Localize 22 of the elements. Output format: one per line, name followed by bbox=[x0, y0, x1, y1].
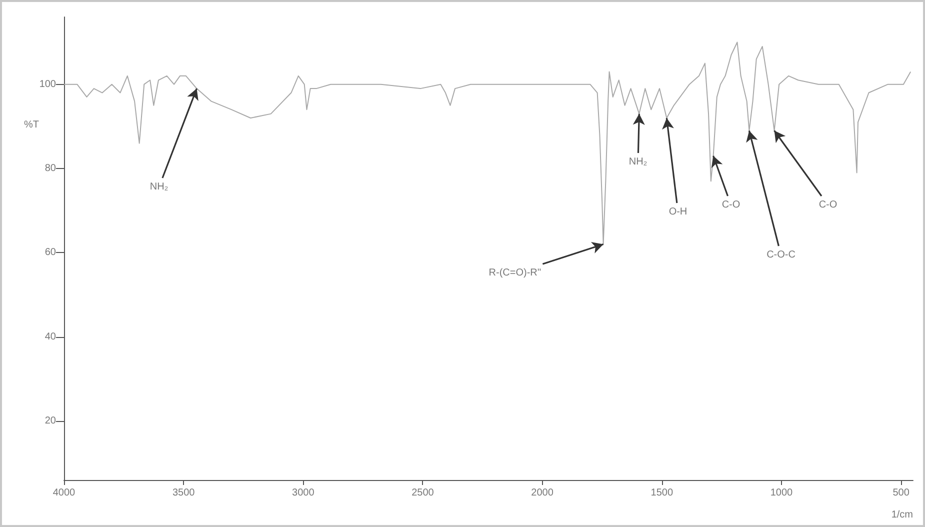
x-tick-label: 500 bbox=[892, 488, 910, 498]
annotation: R-(C=O)-R'' bbox=[488, 268, 542, 278]
x-tick-label: 1000 bbox=[770, 488, 794, 498]
y-tick-label: 40 bbox=[44, 331, 56, 342]
y-tick-label: 100 bbox=[39, 78, 56, 90]
x-tick-label: 1500 bbox=[650, 488, 674, 498]
x-axis-title: 1/cm bbox=[891, 510, 913, 520]
y-tick-label: 20 bbox=[44, 416, 56, 427]
y-tick-label: 60 bbox=[44, 247, 56, 258]
y-axis-title: %T bbox=[24, 120, 39, 130]
x-tick-label: 2000 bbox=[531, 488, 554, 498]
annotation: C-O bbox=[722, 200, 740, 210]
x-tick-label: 3000 bbox=[292, 488, 315, 498]
y-tick-label: 80 bbox=[44, 163, 56, 174]
x-tick-label: 4000 bbox=[52, 488, 76, 498]
annotation: NH₂ bbox=[150, 182, 168, 192]
annotation: C-O bbox=[818, 200, 838, 210]
x-tick-label: 3500 bbox=[172, 488, 196, 498]
annotation: C-O-C bbox=[766, 250, 796, 260]
x-tick-label: 2500 bbox=[412, 488, 434, 498]
annotation: O-H bbox=[668, 206, 688, 218]
annotation: NH₂ bbox=[628, 156, 648, 168]
